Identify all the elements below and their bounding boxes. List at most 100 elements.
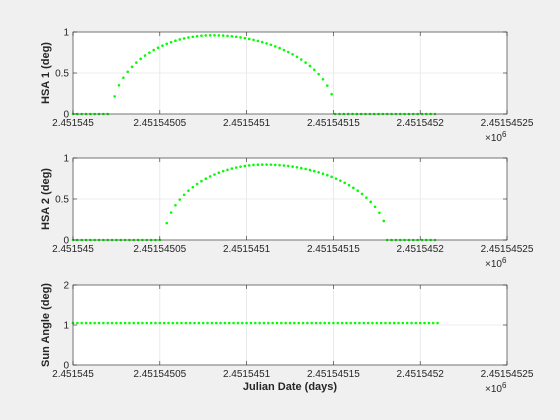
- data-point: [278, 163, 281, 167]
- data-point: [401, 321, 405, 325]
- x-axis-multiplier: ×106: [485, 130, 507, 144]
- data-point: [188, 321, 192, 325]
- data-point: [326, 84, 329, 87]
- data-series: [71, 321, 439, 325]
- x-tick-label: 2.45154525: [481, 369, 534, 380]
- data-point: [174, 39, 177, 43]
- subplot-1: 2.451545 2.45154505 2.4515451 2.45154515 2.4…: [40, 28, 534, 145]
- data-point: [321, 172, 325, 175]
- data-point: [275, 321, 279, 325]
- data-point: [269, 43, 273, 47]
- data-point: [249, 321, 253, 325]
- data-point: [343, 181, 346, 185]
- data-point: [362, 321, 366, 325]
- data-point: [221, 169, 225, 173]
- data-point: [232, 321, 235, 325]
- data-point: [175, 321, 179, 325]
- data-series: [71, 163, 437, 242]
- data-point: [418, 321, 422, 325]
- data-point: [286, 50, 290, 54]
- data-point: [265, 42, 268, 45]
- data-point: [427, 321, 431, 325]
- data-point: [195, 34, 199, 38]
- x-axis-multiplier: ×106: [485, 381, 507, 395]
- x-multiplier-exponent: 6: [502, 130, 507, 139]
- data-point: [306, 321, 309, 325]
- data-point: [352, 186, 355, 190]
- data-point: [260, 40, 264, 44]
- data-point: [278, 46, 281, 50]
- y-tick-label: 0: [63, 236, 69, 247]
- data-point: [253, 321, 257, 325]
- data-point: [323, 321, 327, 325]
- data-point: [271, 321, 274, 325]
- x-tick-label: 2.451545: [52, 244, 94, 255]
- data-point: [180, 321, 183, 325]
- data-point: [169, 40, 173, 44]
- data-point: [182, 37, 186, 40]
- data-point: [258, 321, 261, 325]
- x-tick-label: 2.45154525: [481, 118, 534, 129]
- data-point: [327, 321, 331, 325]
- data-point: [102, 321, 105, 325]
- data-point: [317, 72, 320, 76]
- x-axis-multiplier: ×106: [485, 256, 507, 270]
- data-point: [89, 321, 92, 325]
- data-point: [213, 173, 216, 176]
- data-point: [379, 321, 383, 325]
- y-tick-label: 1: [63, 321, 69, 332]
- x-multiplier-exponent: 6: [502, 256, 507, 265]
- data-point: [314, 321, 318, 325]
- data-point: [139, 57, 142, 61]
- data-point: [80, 321, 83, 325]
- data-point: [200, 179, 203, 183]
- data-point: [308, 64, 312, 68]
- data-point: [353, 321, 357, 325]
- y-axis-label: Sun Angle (deg): [40, 283, 52, 367]
- data-point: [226, 168, 229, 172]
- x-axis-label: Julian Date (days): [243, 381, 337, 393]
- data-point: [356, 189, 360, 193]
- data-point: [119, 321, 123, 325]
- y-tick-label: 0.5: [55, 69, 69, 80]
- subplot-2: 2.451545 2.45154505 2.4515451 2.45154515 2.4…: [40, 154, 534, 271]
- data-point: [366, 321, 370, 325]
- data-point: [414, 321, 418, 325]
- x-tick-label: 2.45154515: [307, 369, 360, 380]
- data-point: [141, 321, 144, 325]
- data-point: [240, 321, 244, 325]
- data-point: [93, 321, 96, 325]
- data-point: [76, 321, 79, 325]
- data-point: [313, 68, 316, 72]
- data-point: [167, 321, 170, 325]
- data-point: [297, 321, 300, 325]
- x-multiplier-base: ×10: [485, 133, 502, 144]
- y-axis-label: HSA 2 (deg): [40, 168, 52, 230]
- data-point: [123, 321, 127, 325]
- data-point: [208, 33, 212, 37]
- subplot-3: 2.451545 2.45154505 2.4515451 2.45154515 2.4…: [40, 281, 534, 396]
- data-point: [260, 163, 264, 166]
- data-point: [161, 44, 164, 47]
- x-tick-label: 2.4515451: [223, 244, 271, 255]
- data-point: [132, 321, 136, 325]
- data-point: [392, 321, 396, 325]
- data-point: [239, 36, 242, 39]
- data-point: [158, 321, 162, 325]
- data-point: [252, 163, 255, 167]
- data-point: [243, 164, 247, 168]
- y-tick-label: 0.5: [55, 195, 69, 206]
- data-point: [410, 321, 413, 325]
- data-point: [230, 35, 234, 38]
- data-point: [388, 321, 392, 325]
- data-point: [252, 38, 255, 42]
- data-point: [226, 34, 229, 38]
- data-point: [243, 36, 247, 40]
- data-point: [304, 167, 307, 171]
- data-point: [280, 321, 283, 325]
- data-point: [373, 205, 377, 209]
- data-point: [397, 321, 400, 325]
- data-point: [375, 321, 379, 325]
- data-point: [223, 321, 227, 325]
